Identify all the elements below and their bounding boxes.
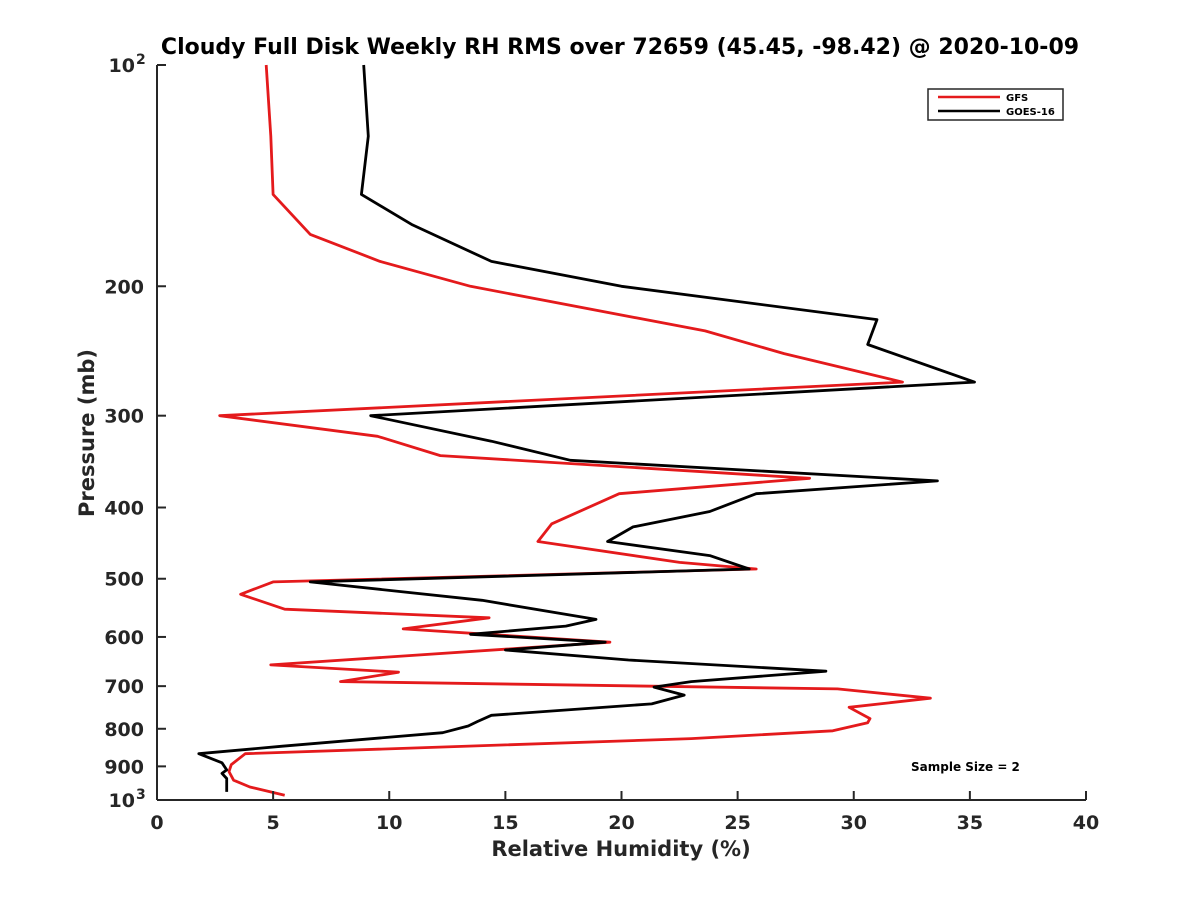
x-ticks: 0 5 10 15 20 25 30 35 40 <box>150 791 1099 834</box>
legend-box <box>927 88 1064 121</box>
legend: GFS GOES-16 <box>927 88 1064 121</box>
y-tick-exponent: 3 <box>136 787 146 803</box>
x-tick-label: 25 <box>724 812 750 834</box>
y-tick-label: 10 <box>109 790 135 812</box>
x-tick-label: 0 <box>150 812 163 834</box>
plot-area <box>157 65 1086 800</box>
y-tick-label: 300 <box>104 406 144 428</box>
series-line-gfs <box>218 64 932 797</box>
y-tick-label: 700 <box>104 676 144 698</box>
plot-lines <box>197 64 976 797</box>
legend-label-gfs: GFS <box>1006 93 1028 104</box>
x-tick-label: 40 <box>1073 812 1099 834</box>
legend-label-goes16: GOES-16 <box>1006 107 1055 118</box>
y-tick-label: 400 <box>104 498 144 520</box>
series-line-goes16 <box>197 64 976 792</box>
chart-title: Cloudy Full Disk Weekly RH RMS over 7265… <box>161 35 1079 60</box>
x-tick-label: 20 <box>608 812 634 834</box>
y-tick-label: 600 <box>104 627 144 649</box>
x-axis-label: Relative Humidity (%) <box>491 837 750 861</box>
y-tick-exponent: 2 <box>136 52 146 68</box>
x-tick-label: 10 <box>376 812 402 834</box>
x-tick-label: 5 <box>267 812 280 834</box>
y-tick-label: 800 <box>104 719 144 741</box>
y-tick-label: 500 <box>104 569 144 591</box>
x-tick-label: 35 <box>957 812 983 834</box>
sample-size-annotation: Sample Size = 2 <box>911 760 1020 774</box>
x-tick-label: 30 <box>841 812 867 834</box>
y-axis-label: Pressure (mb) <box>75 349 99 517</box>
y-tick-label: 200 <box>104 276 144 298</box>
x-tick-label: 15 <box>492 812 518 834</box>
y-tick-label: 10 <box>109 55 135 77</box>
y-tick-label: 900 <box>104 756 144 778</box>
